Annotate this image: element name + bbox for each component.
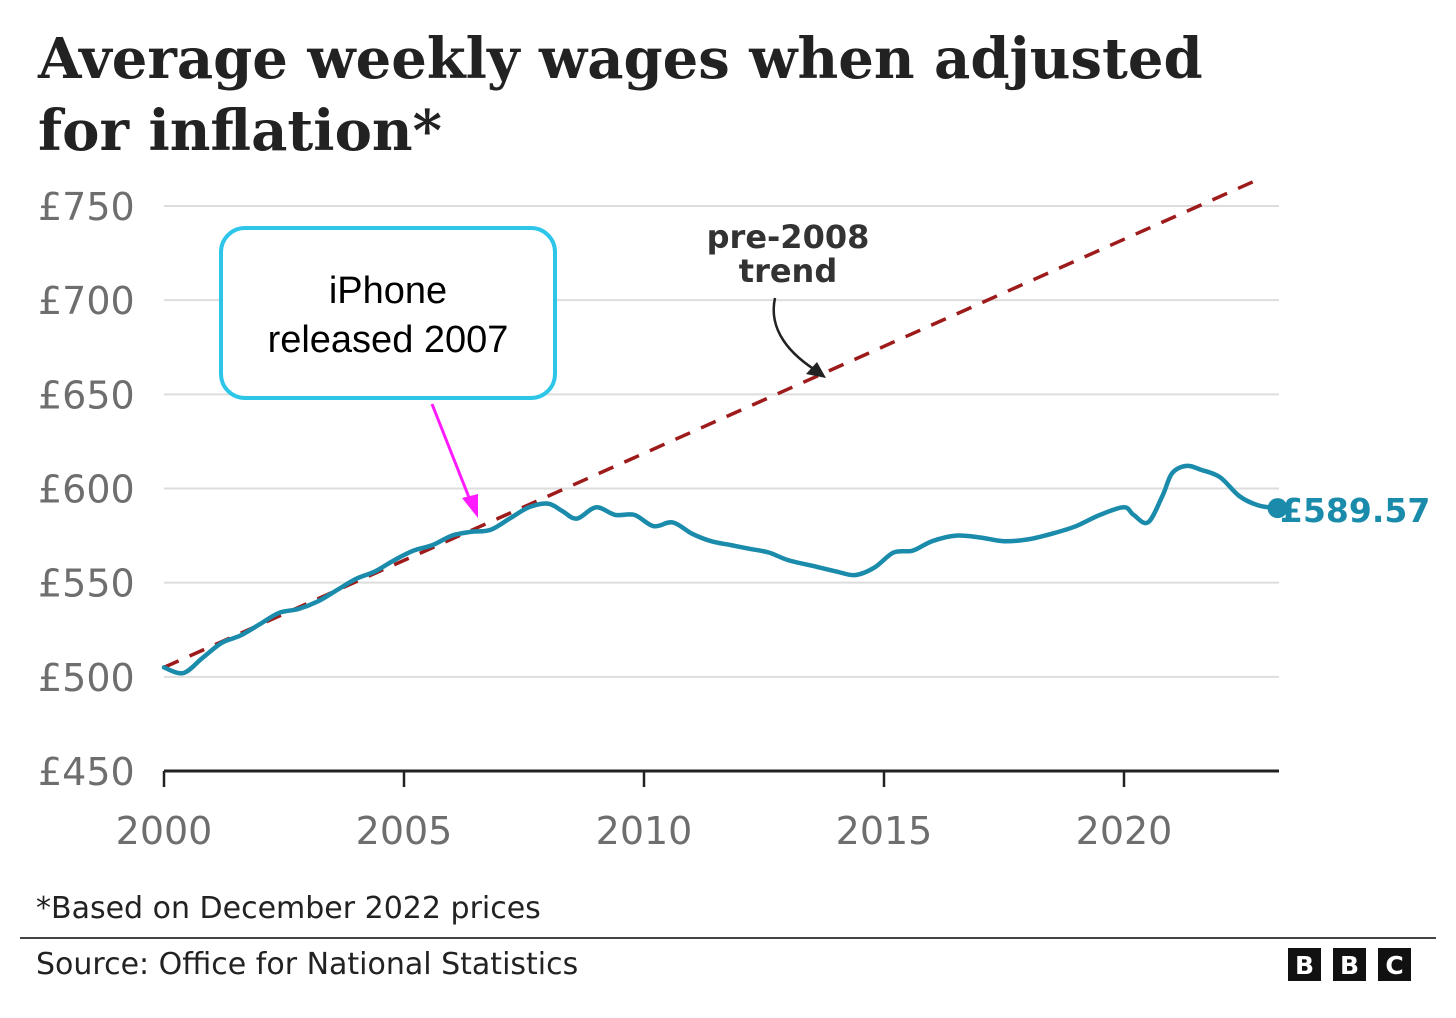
x-tick-label: 2015 — [836, 809, 933, 853]
wage-data-point — [955, 534, 958, 537]
wage-data-point — [163, 666, 166, 669]
wage-data-point — [259, 623, 262, 626]
wage-data-point — [931, 540, 934, 543]
source-text: Source: Office for National Statistics — [36, 947, 578, 982]
wage-data-point — [1123, 506, 1126, 509]
y-tick-label: £450 — [38, 750, 135, 794]
wage-data-point — [748, 547, 751, 550]
wage-data-point — [1257, 504, 1260, 507]
wage-data-point — [1161, 495, 1164, 498]
bbc-logo-block-1 — [1288, 948, 1321, 981]
wage-data-point — [710, 540, 713, 543]
trend-label-line-2: trend — [739, 252, 837, 290]
wage-data-point — [1132, 513, 1135, 516]
wage-data-point — [691, 532, 694, 535]
wage-data-point — [671, 521, 674, 524]
wage-data-point — [297, 608, 300, 611]
wage-data-point — [614, 513, 617, 516]
wage-data-point — [239, 634, 242, 637]
wage-data-point — [633, 513, 636, 516]
wage-series-line — [161, 463, 1280, 676]
wage-data-point — [595, 506, 598, 509]
wage-data-point — [393, 559, 396, 562]
wage-data-point — [547, 502, 550, 505]
end-value-dot — [1267, 498, 1288, 519]
wage-data-point — [278, 611, 281, 614]
wage-data-point — [1199, 468, 1202, 471]
wage-data-point — [1185, 464, 1188, 467]
wage-data-points — [163, 464, 1280, 674]
bbc-logo-letter-1: B — [1295, 951, 1314, 980]
wage-data-point — [1003, 540, 1006, 543]
iphone-callout-box — [219, 226, 557, 400]
y-tick-label: £750 — [38, 185, 135, 229]
wage-data-point — [892, 551, 895, 554]
iphone-callout-line-1: iPhone — [329, 270, 447, 312]
y-tick-label: £500 — [38, 656, 135, 700]
wage-data-point — [979, 536, 982, 539]
y-tick-label: £600 — [38, 468, 135, 512]
wage-data-point — [412, 549, 415, 552]
wage-data-point — [575, 517, 578, 520]
wage-data-point — [374, 570, 377, 573]
bbc-logo: B B C — [1288, 948, 1411, 981]
wage-data-point — [355, 577, 358, 580]
wage-data-point — [1147, 521, 1150, 524]
wage-data-point — [431, 544, 434, 547]
chart-title-line-1: Average weekly wages when adjusted — [37, 26, 1203, 92]
wage-data-point — [470, 530, 473, 533]
wage-data-point — [1075, 525, 1078, 528]
wage-data-point — [1219, 476, 1222, 479]
trend-annotation-arrow — [772, 297, 821, 375]
wage-data-point — [201, 657, 204, 660]
x-tick-label: 2000 — [116, 809, 213, 853]
wage-data-point — [911, 549, 914, 552]
bbc-logo-letter-3: C — [1385, 951, 1403, 980]
wage-data-point — [652, 525, 655, 528]
y-tick-label: £650 — [38, 373, 135, 417]
wage-data-point — [220, 641, 223, 644]
wage-data-point — [451, 534, 454, 537]
iphone-callout-line-2: released 2007 — [268, 319, 509, 361]
end-value-label: £589.57 — [1280, 491, 1430, 530]
wage-data-point — [873, 566, 876, 569]
wage-data-point — [835, 570, 838, 573]
wage-data-point — [854, 574, 857, 577]
bbc-logo-block-2 — [1333, 948, 1366, 981]
wage-data-point — [1171, 472, 1174, 475]
wage-data-point — [508, 517, 511, 520]
wage-data-point — [1099, 513, 1102, 516]
wage-data-point — [1027, 538, 1030, 541]
chart-title-line-2: for inflation* — [38, 98, 442, 164]
trend-annotation-arrowhead — [806, 362, 826, 378]
trend-label-line-1: pre-2008 — [707, 218, 870, 256]
bbc-logo-letter-2: B — [1340, 951, 1359, 980]
bbc-logo-block-3 — [1378, 948, 1411, 981]
x-tick-label: 2010 — [596, 809, 693, 853]
y-tick-label: £550 — [38, 562, 135, 606]
wage-data-point — [1051, 532, 1054, 535]
iphone-callout-arrow — [430, 403, 472, 501]
wage-data-point — [787, 559, 790, 562]
wage-data-point — [335, 589, 338, 592]
x-ticks: 2000 2005 2010 2015 2020 — [116, 771, 1173, 853]
iphone-callout-arrowhead — [462, 494, 478, 518]
wage-data-point — [729, 544, 732, 547]
y-tick-labels: £750 £700 £650 £600 £550 £500 £450 — [38, 185, 135, 794]
wage-data-point — [182, 672, 185, 675]
wage-data-point — [316, 600, 319, 603]
wage-data-point — [527, 506, 530, 509]
x-tick-label: 2020 — [1076, 809, 1173, 853]
wage-data-point — [1238, 495, 1241, 498]
x-tick-label: 2005 — [356, 809, 453, 853]
wage-data-point — [811, 564, 814, 567]
footnote: *Based on December 2022 prices — [36, 891, 541, 926]
y-tick-label: £700 — [38, 279, 135, 323]
wage-data-point — [561, 510, 564, 513]
wage-data-point — [767, 551, 770, 554]
wage-data-point — [489, 528, 492, 531]
